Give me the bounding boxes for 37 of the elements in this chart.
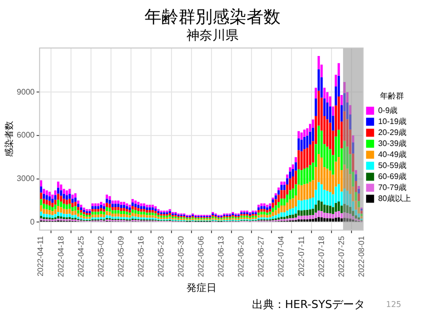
legend-title: 年齢群 [380,91,404,100]
x-tick-label: 2022-06-06 [196,236,206,277]
x-tick-label: 2022-06-27 [256,236,266,277]
legend-label: 20-29歳 [378,128,407,138]
x-axis-title: 発症日 [186,282,216,294]
y-tick-label: 9000 [16,87,36,96]
legend-label: 0-9歳 [378,106,398,116]
legend-label: 10-19歳 [378,117,407,126]
x-tick-label: 2022-07-18 [316,236,326,277]
x-tick-label: 2022-05-09 [116,236,126,277]
x-tick-label: 2022-07-25 [336,236,346,277]
x-tick-label: 2022-06-20 [236,236,246,277]
x-tick-label: 2022-07-11 [296,236,306,276]
x-tick-label: 2022-05-23 [156,236,166,277]
legend-label: 50-59歳 [378,161,407,170]
x-tick-label: 2022-04-11 [36,236,46,276]
y-tick-label: 3000 [16,174,36,183]
legend-label: 80歳以上 [378,194,412,204]
x-tick-label: 2022-08-01 [356,236,366,277]
legend-label: 60-69歳 [378,172,407,182]
x-tick-label: 2022-05-16 [136,236,146,277]
y-tick-label: 0 [30,217,36,226]
y-tick-label: 6000 [16,130,36,140]
x-tick-label: 2022-04-25 [76,236,86,277]
legend-label: 30-39歳 [378,139,407,148]
y-axis-title: 感染者数 [4,121,14,158]
legend-label: 40-49歳 [378,150,407,160]
x-tick-label: 2022-04-18 [56,236,66,277]
x-tick-label: 2022-05-02 [96,236,106,277]
text: 125 [386,300,402,309]
x-tick-label: 2022-05-30 [176,236,186,277]
chart-subtitle: 神奈川県 [186,28,238,44]
legend-label: 70-79歳 [378,183,407,192]
x-tick-label: 2022-07-04 [276,236,286,277]
x-tick-label: 2022-06-13 [216,236,226,277]
chart-title: 年齢群別感染者数 [144,8,280,28]
source-note: 出典：HER-SYSデータ [252,297,366,312]
